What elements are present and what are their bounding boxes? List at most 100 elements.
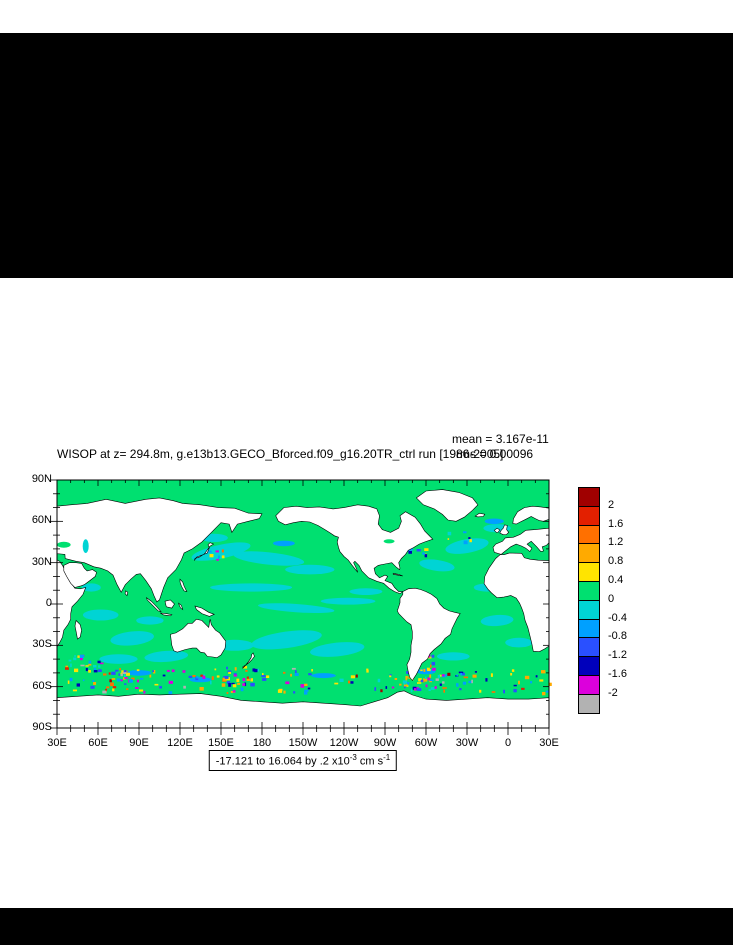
anomaly-speck [474,671,477,673]
anomaly-speck [159,686,162,689]
anomaly-speck [294,670,297,674]
landmass [483,552,550,653]
anomaly-speck [77,655,80,658]
x-tick-label: 30W [455,737,479,749]
anomaly-speck [262,678,267,681]
rms-annotation: rms = 0.00096 [456,447,534,461]
anomaly-speck [459,688,462,691]
anomaly-speck [447,538,450,540]
colorbar-tick-label: -2 [608,686,618,699]
anomaly-speck [254,668,258,673]
anomaly-speck [240,687,244,692]
anomaly-speck [439,674,442,677]
anomaly-patch [189,677,212,683]
anomaly-speck [143,690,146,694]
caption-exp2: -1 [383,753,391,762]
anomaly-speck [432,667,436,671]
anomaly-speck [90,685,95,689]
colorbar-tick-label: 1.2 [608,536,624,549]
anomaly-speck [79,654,84,658]
plot-title: WISOP at z= 294.8m, g.e13b13.GECO_Bforce… [57,447,504,461]
landmass [415,489,479,522]
colorbar-box [578,637,600,658]
y-tick-label: 30N [31,555,52,568]
anomaly-speck [445,674,448,677]
anomaly-speck [250,682,255,687]
anomaly-speck [110,682,114,687]
caption-exp1: -3 [349,753,357,762]
anomaly-speck [216,675,220,678]
x-tick-label: 60E [88,737,108,749]
anomaly-patch [136,616,164,625]
anomaly-speck [139,689,144,692]
colorbar-tick-label: -0.8 [608,630,627,643]
anomaly-speck [168,680,173,684]
anomaly-speck [233,674,238,677]
anomaly-speck [182,670,186,673]
anomaly-speck [277,689,283,693]
anomaly-speck [112,688,115,692]
anomaly-patch [257,603,335,613]
anomaly-speck [429,679,434,682]
top-white-strip [0,0,733,33]
anomaly-speck [97,660,101,664]
anomaly-speck [416,549,421,552]
anomaly-speck [131,677,135,680]
anomaly-speck [162,674,166,677]
anomaly-speck [426,667,430,671]
anomaly-speck [120,673,123,677]
colorbar-tick-label: 0.8 [608,555,624,568]
anomaly-speck [429,674,432,678]
anomaly-speck [223,677,227,681]
anomaly-speck [126,670,128,673]
colorbar-box [578,487,600,507]
anomaly-speck [366,668,369,671]
anomaly-speck [374,687,377,691]
anomaly-speck [116,678,121,682]
anomaly-speck [300,684,305,688]
anomaly-speck [214,668,217,671]
anomaly-speck [427,677,431,681]
anomaly-speck [423,678,428,682]
anomaly-speck [221,549,224,553]
landmass [474,512,486,518]
landmass [164,599,175,609]
colorbar-tick-label: 1.6 [608,517,624,530]
anomaly-speck [192,675,196,677]
anomaly-speck [224,675,229,679]
anomaly-patch [110,631,154,646]
anomaly-speck [428,689,431,691]
anomaly-patch [310,642,365,657]
anomaly-speck [80,664,85,667]
colorbar-box [578,599,600,620]
landmass [194,542,215,561]
anomaly-speck [252,668,256,672]
landmass [160,612,173,617]
anomaly-speck [443,689,445,693]
x-tick-label: 30E [539,737,559,749]
x-tick-label: 120W [329,737,359,749]
anomaly-speck [152,670,154,673]
anomaly-speck [511,669,515,672]
anomaly-speck [119,668,121,671]
anomaly-speck [418,678,422,682]
x-tick-label: 150W [288,737,318,749]
landmass [56,690,550,729]
anomaly-speck [82,679,85,682]
anomaly-speck [307,687,311,690]
landmass [179,578,188,593]
anomaly-speck [290,673,292,677]
anomaly-speck [129,679,133,683]
x-tick-label: 90E [129,737,149,749]
caspian-sea [82,539,89,554]
anomaly-speck [430,664,432,668]
anomaly-speck [242,678,246,682]
anomaly-speck [124,677,128,679]
anomaly-speck [257,668,259,672]
anomaly-patch [436,652,470,661]
anomaly-speck [188,675,193,678]
anomaly-speck [136,669,140,672]
anomaly-speck [68,659,72,662]
anomaly-patch [144,650,189,663]
